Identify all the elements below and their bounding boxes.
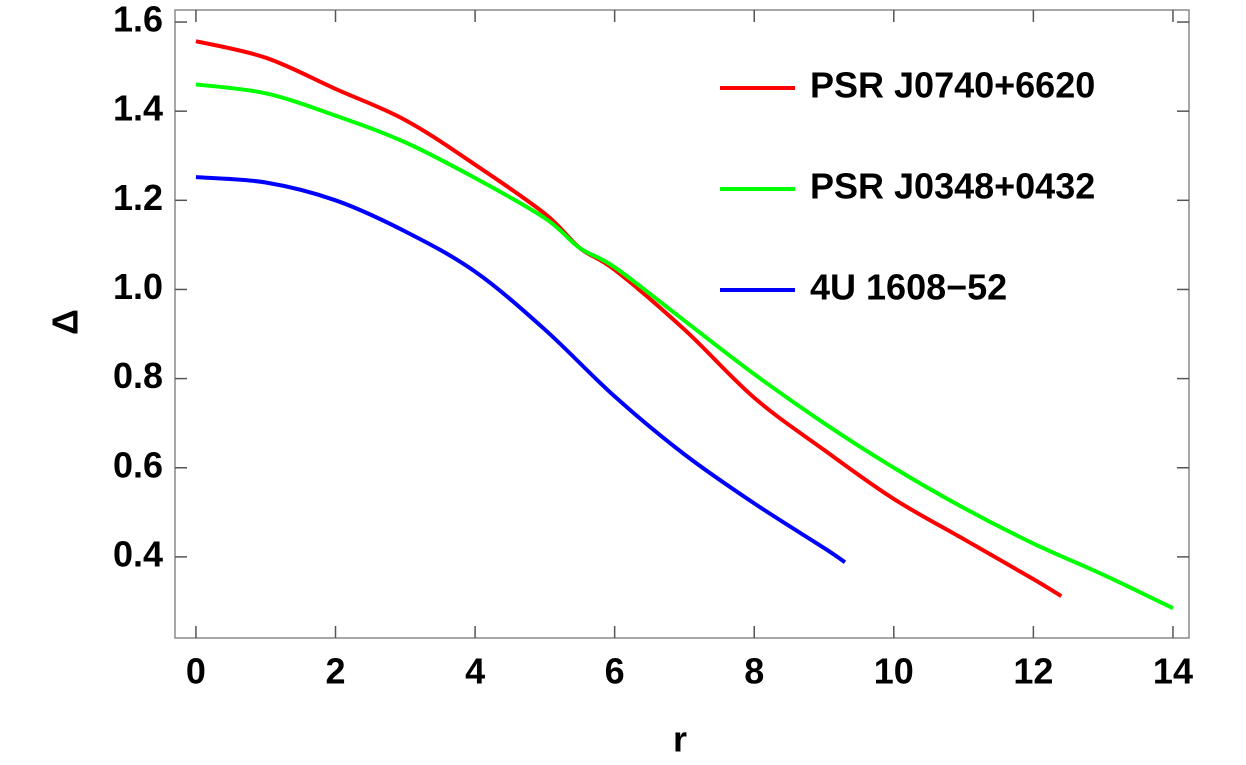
y-tick-label: 1.4 <box>113 88 163 129</box>
legend-label: PSR J0348+0432 <box>810 166 1095 207</box>
y-axis-label: Δ <box>45 309 86 335</box>
x-tick-label: 4 <box>465 651 485 692</box>
legend-label: 4U 1608−52 <box>810 267 1007 308</box>
y-tick-label: 0.6 <box>113 444 163 485</box>
x-tick-label: 0 <box>186 651 206 692</box>
x-axis-label: r <box>673 719 687 760</box>
x-tick-label: 12 <box>1013 651 1053 692</box>
y-tick-label: 1.2 <box>113 177 163 218</box>
data-line <box>195 82 1174 610</box>
data-line <box>195 39 1063 598</box>
y-tick-label: 1.0 <box>113 266 163 307</box>
y-tick-label: 0.8 <box>113 355 163 396</box>
legend-label: PSR J0740+6620 <box>810 65 1095 106</box>
y-tick-label: 0.4 <box>113 533 163 574</box>
plot-frame <box>174 9 1190 639</box>
x-tick-label: 10 <box>874 651 914 692</box>
x-tick-label: 6 <box>605 651 625 692</box>
x-tick-label: 8 <box>744 651 764 692</box>
data-line <box>195 175 847 564</box>
x-tick-label: 2 <box>325 651 345 692</box>
x-tick-label: 14 <box>1153 651 1193 692</box>
y-tick-label: 1.6 <box>113 0 163 40</box>
